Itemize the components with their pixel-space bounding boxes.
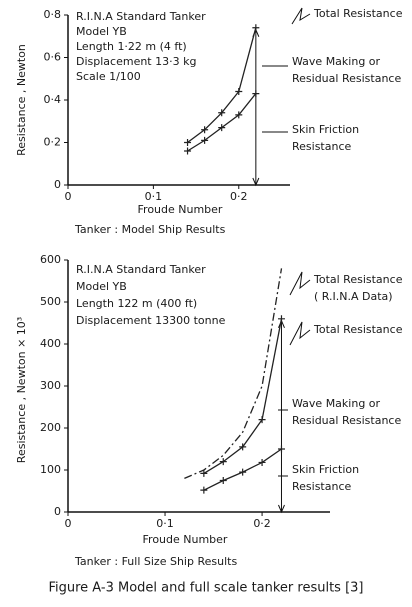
chart-caption: Tanker : Full Size Ship Results	[74, 555, 237, 568]
annotation: Residual Resistance	[292, 72, 401, 85]
data-point	[258, 458, 266, 466]
x-tick-label: 0	[65, 517, 72, 530]
chart-caption: Tanker : Model Ship Results	[74, 223, 226, 236]
y-tick-label: 0·4	[44, 93, 62, 106]
annotation: Skin Friction	[292, 463, 359, 476]
annotation: Skin Friction	[292, 123, 359, 136]
x-tick-label: 0·1	[145, 190, 163, 203]
y-tick-label: 0·2	[44, 136, 62, 149]
data-point	[235, 111, 243, 119]
annotation: Total Resistance	[313, 273, 403, 286]
info-line: Length 1·22 m (4 ft)	[76, 40, 187, 53]
x-tick-label: 0	[65, 190, 72, 203]
info-line: Displacement 13300 tonne	[76, 314, 226, 327]
info-line: Model YB	[76, 25, 127, 38]
data-point	[184, 139, 192, 146]
data-point	[239, 443, 247, 451]
data-point	[277, 445, 285, 453]
x-tick-label: 0·1	[156, 517, 174, 530]
y-tick-label: 300	[40, 379, 61, 392]
x-tick-label: 0·2	[253, 517, 271, 530]
x-axis-label: Froude Number	[138, 203, 223, 216]
info-line: Length 122 m (400 ft)	[76, 297, 197, 310]
leader-line	[289, 321, 311, 346]
data-point	[184, 147, 192, 155]
annotation: Total Resistance	[313, 323, 403, 336]
annotation: Wave Making or	[292, 55, 381, 68]
data-point	[201, 136, 209, 144]
y-tick-label: 0·8	[44, 8, 62, 21]
series-line	[187, 93, 257, 152]
data-point	[235, 88, 243, 95]
data-point	[252, 90, 260, 98]
data-point	[239, 468, 247, 476]
arrow-head	[252, 177, 260, 187]
leader-line	[291, 7, 311, 25]
data-point	[200, 486, 208, 494]
x-tick-label: 0·2	[230, 190, 248, 203]
leader-line	[289, 271, 311, 296]
y-tick-label: 0·6	[44, 51, 62, 64]
data-point	[200, 469, 208, 477]
info-line: Scale 1/100	[76, 70, 141, 83]
info-line: R.I.N.A Standard Tanker	[76, 263, 206, 276]
series-line	[184, 268, 283, 479]
y-tick-label: 0	[54, 178, 61, 191]
annotation: Resistance	[292, 140, 352, 153]
annotation: ( R.I.N.A Data)	[314, 290, 393, 303]
data-point	[277, 315, 285, 323]
y-tick-label: 600	[40, 253, 61, 266]
y-axis-label: Resistance , Newton	[15, 44, 28, 156]
y-tick-label: 100	[40, 463, 61, 476]
annotation: Total Resistance	[313, 7, 403, 20]
y-tick-label: 500	[40, 295, 61, 308]
y-tick-label: 400	[40, 337, 61, 350]
x-axis-label: Froude Number	[143, 533, 228, 546]
figure-caption: Figure A-3 Model and full scale tanker r…	[48, 581, 363, 596]
data-point	[218, 124, 226, 132]
y-axis-label: Resistance , Newton × 10³	[15, 317, 28, 463]
annotation: Resistance	[292, 480, 352, 493]
data-point	[219, 458, 227, 466]
annotation: Residual Resistance	[292, 414, 401, 427]
info-line: R.I.N.A Standard Tanker	[76, 10, 206, 23]
annotation: Wave Making or	[292, 397, 381, 410]
y-tick-label: 200	[40, 421, 61, 434]
data-point	[201, 126, 209, 134]
info-line: Model YB	[76, 280, 127, 293]
data-point	[258, 416, 266, 424]
info-line: Displacement 13·3 kg	[76, 55, 196, 68]
y-tick-label: 0	[54, 505, 61, 518]
data-point	[219, 477, 227, 484]
arrow-head	[278, 504, 285, 514]
data-point	[252, 24, 260, 32]
data-point	[218, 109, 226, 117]
